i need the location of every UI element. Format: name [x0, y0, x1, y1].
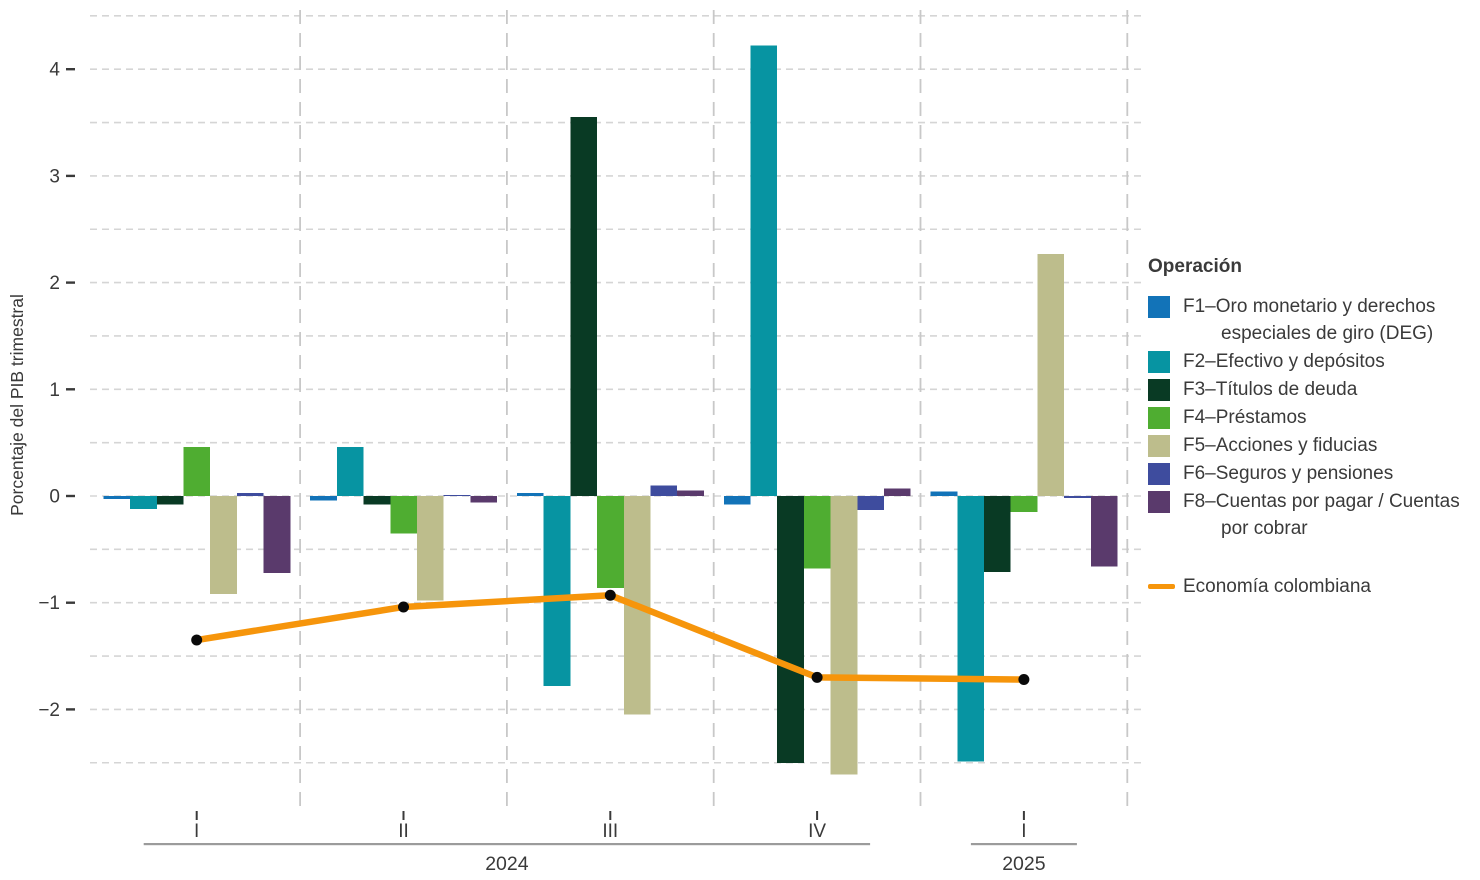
legend-key-economia-line — [1148, 584, 1175, 589]
bar-f6-q2 — [443, 494, 471, 496]
bar-f5-q2 — [416, 496, 444, 601]
year-label-2025: 2025 — [1002, 853, 1046, 875]
y-tick-label: −2 — [38, 700, 60, 721]
bar-f2-q3 — [543, 496, 571, 686]
legend-label-f5: F5–Acciones y fiducias — [1183, 435, 1378, 456]
economia-point-q3 — [604, 589, 616, 601]
legend: Operación F1–Oro monetario y derechos es… — [1148, 253, 1473, 601]
legend-label-f2: F2–Efectivo y depósitos — [1183, 351, 1385, 372]
bar-f3-q2 — [363, 496, 391, 505]
bar-f3-q1 — [156, 496, 184, 505]
bar-f1-q5 — [930, 491, 958, 496]
y-tick-label: 3 — [49, 166, 60, 187]
bar-f8-q1 — [263, 496, 291, 573]
x-tick — [402, 811, 405, 820]
year-label-2024: 2024 — [485, 853, 529, 875]
economia-point-q1 — [191, 634, 203, 646]
legend-label-economia: Economía colombiana — [1183, 576, 1371, 597]
bar-f4-q1 — [183, 446, 211, 496]
y-tick — [66, 494, 75, 498]
economia-point-q2 — [398, 601, 409, 613]
bar-f3-q5 — [983, 496, 1011, 572]
economia-point-q5 — [1018, 674, 1030, 686]
bar-f2-q5 — [957, 496, 984, 762]
legend-item-f5: F5–Acciones y fiducias — [1148, 432, 1473, 459]
legend-key-f6-swatch — [1148, 463, 1170, 485]
bar-f5-q4 — [830, 496, 858, 775]
bar-f8-q3 — [677, 490, 704, 496]
legend-label-f6: F6–Seguros y pensiones — [1183, 463, 1394, 484]
bar-f1-q2 — [310, 496, 337, 501]
y-tick-label: 0 — [49, 487, 60, 508]
x-tick — [1022, 811, 1025, 820]
year-bracket-2024 — [143, 843, 871, 846]
y-tick — [66, 281, 75, 284]
bar-f2-q2 — [336, 446, 364, 496]
bar-f8-q4 — [883, 488, 911, 496]
bar-f8-q2 — [470, 496, 498, 503]
y-tick-label: 2 — [49, 273, 60, 294]
y-tick — [66, 174, 75, 178]
bar-f5-q5 — [1037, 253, 1065, 496]
bar-f4-q5 — [1010, 496, 1038, 513]
bar-f4-q2 — [390, 496, 417, 534]
legend-label-f4: F4–Préstamos — [1183, 407, 1307, 428]
bar-f2-q4 — [750, 45, 778, 496]
legend-item-economia: Economía colombiana — [1148, 573, 1473, 600]
y-tick — [66, 708, 75, 711]
legend-item-f2: F2–Efectivo y depósitos — [1148, 348, 1473, 375]
legend-key-f2-swatch — [1148, 351, 1170, 373]
bar-f2-q1 — [130, 496, 157, 509]
bar-f4-q4 — [803, 496, 831, 569]
x-tick-label-quarter: IV — [808, 821, 826, 842]
x-tick — [195, 811, 198, 820]
x-tick — [816, 811, 819, 820]
legend-item-f6: F6–Seguros y pensiones — [1148, 460, 1473, 487]
legend-item-f3: F3–Títulos de deuda — [1148, 376, 1473, 403]
bar-f5-q1 — [210, 496, 237, 595]
y-tick-label: 1 — [49, 380, 60, 401]
bar-f3-q4 — [777, 496, 804, 763]
legend-key-f1-swatch — [1148, 296, 1170, 318]
bar-f8-q5 — [1090, 496, 1118, 567]
bar-f3-q3 — [570, 117, 598, 496]
economia-line — [193, 591, 1028, 683]
legend-label-f8: F8–Cuentas por pagar / Cuentas por cobra… — [1183, 491, 1460, 539]
legend-key-f3-swatch — [1148, 379, 1170, 401]
x-tick — [609, 811, 612, 820]
legend-key-f8-swatch — [1148, 491, 1170, 513]
x-tick-label-quarter: III — [602, 821, 618, 842]
legend-label-f3: F3–Títulos de deuda — [1183, 379, 1358, 400]
legend-key-f5-swatch — [1148, 435, 1170, 457]
y-axis-title: Porcentaje del PIB trimestral — [7, 294, 27, 516]
bar-f1-q3 — [516, 492, 544, 496]
bar-f6-q4 — [857, 496, 884, 510]
bar-f6-q1 — [236, 492, 264, 496]
bar-f1-q1 — [103, 496, 131, 500]
y-tick-label: −1 — [38, 593, 60, 614]
x-tick-label-quarter: I — [1021, 821, 1026, 842]
legend-item-f8: F8–Cuentas por pagar / Cuentas por cobra… — [1148, 488, 1473, 542]
economia-point-q4 — [811, 671, 823, 683]
y-tick-label: 4 — [49, 60, 60, 81]
bar-f6-q3 — [650, 485, 678, 496]
legend-item-f4: F4–Préstamos — [1148, 404, 1473, 431]
y-tick — [66, 388, 75, 391]
bar-f4-q3 — [597, 496, 624, 588]
x-tick-label-quarter: II — [398, 821, 409, 842]
legend-title: Operación — [1148, 256, 1242, 277]
y-tick — [66, 601, 75, 604]
year-bracket-2025 — [970, 843, 1077, 846]
legend-key-f4-swatch — [1148, 407, 1170, 429]
bar-f6-q5 — [1064, 496, 1091, 499]
y-tick — [66, 68, 75, 71]
x-tick-label-quarter: I — [194, 821, 199, 842]
bar-f1-q4 — [723, 496, 751, 505]
legend-item-f1: F1–Oro monetario y derechos especiales d… — [1148, 293, 1473, 347]
legend-label-f1: F1–Oro monetario y derechos especiales d… — [1183, 296, 1436, 344]
